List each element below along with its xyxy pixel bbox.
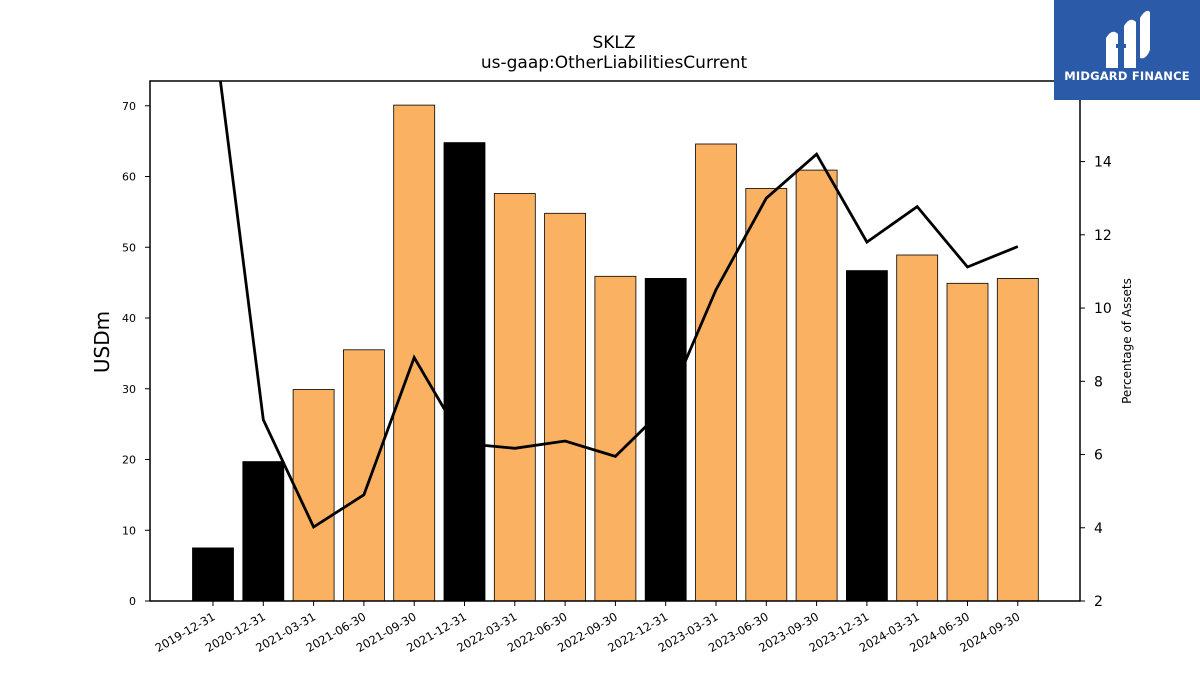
brand-name: MIDGARD FINANCE xyxy=(1064,69,1190,83)
bar-2021-06-30 xyxy=(342,349,385,602)
bar-2022-12-31 xyxy=(644,277,687,602)
x-axis: 2019-12-312020-12-312021-03-312021-06-30… xyxy=(153,601,1022,655)
y-tick-label-10: 10 xyxy=(122,524,136,537)
y-tick-label-40: 40 xyxy=(122,312,136,325)
chart-subtitle: us-gaap:OtherLiabilitiesCurrent xyxy=(481,53,748,73)
bar-2024-09-30 xyxy=(996,277,1039,602)
bar-2023-03-31 xyxy=(695,143,737,602)
y2-axis: 2 4 6 8 10 12 14 xyxy=(1080,155,1112,610)
bars-group xyxy=(192,104,1039,602)
y-tick-label-20: 20 xyxy=(122,454,136,467)
chart-title: SKLZ xyxy=(592,33,635,53)
bar-2022-09-30 xyxy=(594,275,637,602)
y2-tick-label-8: 8 xyxy=(1094,374,1103,390)
y2-tick-label-4: 4 xyxy=(1094,521,1103,537)
line-group xyxy=(219,81,1019,530)
bar-2021-12-31 xyxy=(443,142,486,602)
bar-2019-12-31 xyxy=(192,547,234,602)
y-tick-label-50: 50 xyxy=(122,241,136,254)
percentage-line xyxy=(219,81,1019,530)
bar-2024-06-30 xyxy=(946,282,989,602)
bar-2020-12-31 xyxy=(242,461,285,602)
y2-tick-label-2: 2 xyxy=(1094,594,1103,610)
logo-mark-icon xyxy=(1106,10,1150,68)
bar-2021-09-30 xyxy=(393,104,436,602)
bar-2024-03-31 xyxy=(896,254,939,602)
y2-tick-label-6: 6 xyxy=(1094,448,1103,464)
y-axis: 0 10 20 30 40 50 60 70 xyxy=(122,100,150,608)
bar-2023-09-30 xyxy=(795,169,838,602)
y2-tick-label-12: 12 xyxy=(1094,228,1112,244)
bar-2022-06-30 xyxy=(544,212,586,602)
y-tick-label-70: 70 xyxy=(122,100,136,113)
y2-axis-label: Percentage of Assets xyxy=(1120,278,1134,404)
y-axis-label: USDm xyxy=(90,311,114,373)
y-tick-label-60: 60 xyxy=(122,171,136,184)
y2-tick-label-10: 10 xyxy=(1094,301,1112,317)
bar-2023-12-31 xyxy=(846,270,888,602)
brand-logo: MIDGARD FINANCE xyxy=(1054,0,1200,100)
y-tick-label-30: 30 xyxy=(122,383,136,396)
bar-2023-06-30 xyxy=(745,188,788,602)
y-tick-label-0: 0 xyxy=(129,595,136,608)
y2-tick-label-14: 14 xyxy=(1094,155,1112,171)
bar-2022-03-31 xyxy=(493,193,536,602)
